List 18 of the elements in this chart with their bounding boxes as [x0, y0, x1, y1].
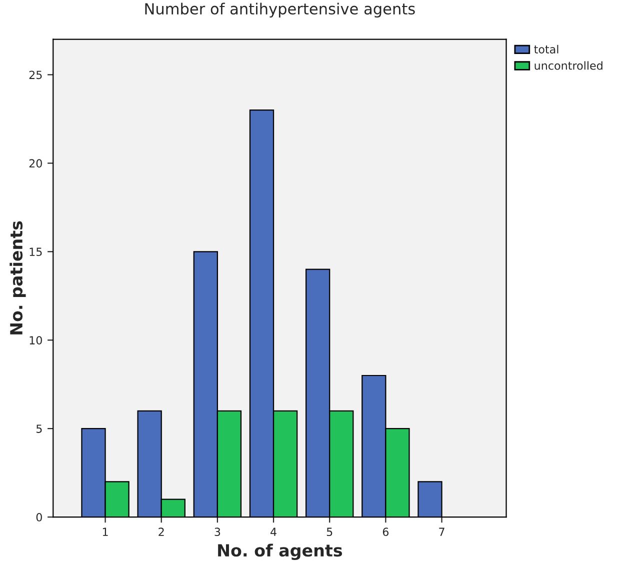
x-tick-label: 7 — [439, 528, 444, 536]
y-tick-label: 5 — [36, 424, 42, 433]
y-tick-label: 20 — [29, 159, 42, 168]
y-tick-label: 10 — [30, 336, 42, 344]
x-tick-label: 5 — [326, 528, 332, 536]
x-tick-label: 3 — [214, 528, 220, 536]
y-tick-label: 0 — [36, 513, 42, 522]
y-axis-title: No. patients — [10, 221, 26, 334]
chart-title: Number of antihypertensive agents — [145, 2, 415, 18]
x-axis-title: No. of agents — [218, 544, 342, 560]
x-tick-label: 6 — [382, 528, 389, 536]
legend-label: uncontrolled — [534, 61, 602, 70]
x-tick-label: 4 — [270, 528, 276, 536]
y-tick-label: 15 — [30, 248, 42, 256]
x-tick-label: 1 — [102, 528, 108, 536]
legend-label: total — [534, 44, 558, 54]
x-tick-label: 2 — [158, 528, 164, 536]
y-tick-label: 25 — [29, 70, 42, 80]
